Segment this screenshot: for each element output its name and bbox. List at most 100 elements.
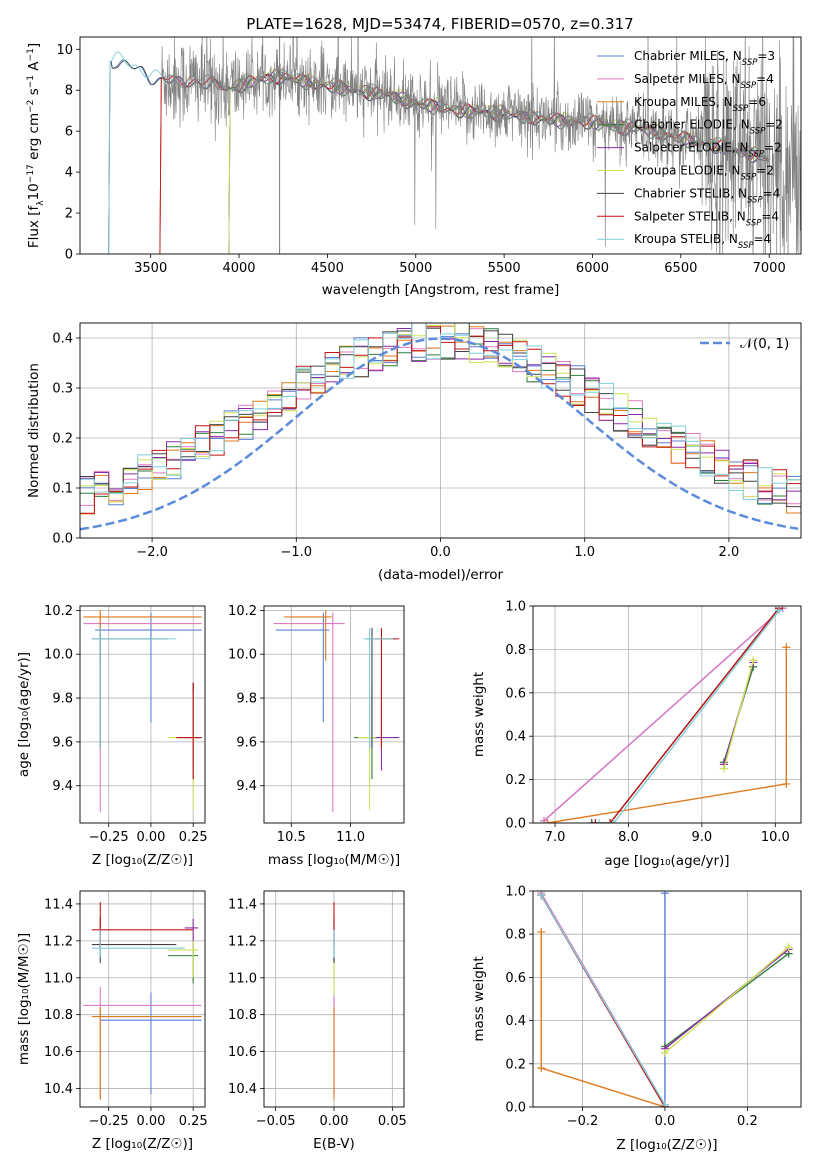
- y-label-part: −17: [26, 164, 36, 183]
- y-tick-label: 10.0: [228, 648, 257, 663]
- chart-mass-vs-Z: −0.25 0.00 0.25 10.4 10.6 10.8 11.0 11.2 11.4 Z […: [16, 890, 208, 1152]
- weight-marker: [782, 779, 791, 788]
- legend-label: Salpeter MILES, NSSP=4: [634, 72, 774, 91]
- legend-subscript: SSP: [742, 58, 758, 68]
- weight-line-kroupa-stelib: [540, 894, 666, 1106]
- mass-vs-Z-plot-area: [83, 902, 202, 1100]
- x-tick-label: 5000: [399, 261, 432, 276]
- weight-line-salpeter-miles: [543, 607, 784, 822]
- weight-marker: [537, 928, 546, 937]
- weight-marker: [595, 819, 604, 823]
- histogram-kroupa-stelib: [80, 323, 801, 500]
- axes-frame: [263, 890, 405, 1108]
- x-tick-label: 0.25: [179, 1114, 208, 1129]
- x-tick-label: 1.0: [574, 545, 595, 560]
- figure-title: PLATE=1628, MJD=53474, FIBERID=0570, z=0…: [246, 15, 633, 33]
- y-tick-label: 0.0: [505, 1101, 526, 1116]
- chart-residuals: −2.0 −1.0 0.0 1.0 2.0 0.0 0.1 0.2 0.3 0.4 𝒩(0, 1) (…: [26, 322, 802, 583]
- legend-subscript: SSP: [750, 127, 766, 137]
- x-tick-label: −0.2: [567, 1114, 599, 1129]
- x-axis-label: Z [log₁₀(Z/Z☉)]: [92, 1136, 193, 1152]
- legend-label: Chabrier MILES, NSSP=3: [634, 49, 775, 68]
- y-tick-label: 0.2: [52, 432, 73, 447]
- x-tick-label: 8.0: [618, 830, 639, 845]
- weight-marker: [609, 819, 618, 823]
- y-tick-label: 10.0: [44, 648, 73, 663]
- observed-spectrum: [161, 37, 801, 254]
- weight-marker: [540, 816, 549, 823]
- y-tick-label: 9.4: [52, 779, 73, 794]
- y-tick-label: 0.4: [52, 332, 73, 347]
- y-tick-label: 11.4: [228, 897, 257, 912]
- y-label-part: λ: [36, 200, 46, 206]
- chart-age-vs-mass: 10.5 11.0 9.4 9.6 9.8 10.0 10.2 mass [log₁₀(M/M…: [228, 604, 405, 868]
- y-tick-label: 6: [65, 125, 73, 140]
- y-tick-label: 0.4: [505, 730, 526, 745]
- y-label-part: A: [26, 61, 42, 75]
- legend-nssp: =3: [757, 49, 775, 63]
- x-tick-label: 10.5: [277, 830, 306, 845]
- x-tick-label: −2.0: [136, 545, 168, 560]
- y-tick-label: 10.8: [228, 1008, 257, 1023]
- y-tick-label: 0.6: [505, 971, 526, 986]
- legend-nssp: =2: [764, 141, 782, 155]
- x-tick-label: 6000: [576, 261, 609, 276]
- weight-line-kroupa-miles: [540, 932, 666, 1107]
- x-tick-label: 0.0: [430, 545, 451, 560]
- y-axis-label: age [log₁₀(age/yr)]: [16, 652, 32, 777]
- weight-marker: [587, 819, 596, 823]
- y-tick-label: 1.0: [505, 600, 526, 615]
- y-tick-label: 11.2: [228, 934, 257, 949]
- legend-label: Kroupa MILES, NSSP=6: [634, 95, 766, 114]
- y-tick-label: 4: [65, 166, 73, 181]
- y-tick-label: 0.2: [505, 1057, 526, 1072]
- y-tick-label: 9.8: [236, 692, 257, 707]
- x-axis-label: Z [log₁₀(Z/Z☉)]: [92, 852, 193, 868]
- y-tick-label: 9.6: [52, 735, 73, 750]
- weight-vs-Z-plot-area: [537, 891, 793, 1107]
- legend-label: Salpeter STELIB, NSSP=4: [634, 209, 779, 228]
- y-label-part: s: [26, 88, 42, 99]
- axes-frame: [79, 890, 206, 1108]
- weight-marker: [749, 656, 758, 665]
- x-tick-label: 4000: [222, 261, 255, 276]
- legend-nssp: =2: [765, 118, 783, 132]
- model-spectrum-salpeter-stelib: [159, 73, 769, 254]
- x-tick-label: −0.05: [256, 1114, 296, 1129]
- x-tick-label: 0.2: [737, 1114, 758, 1129]
- y-tick-label: 10.2: [44, 604, 73, 619]
- y-tick-label: 0.1: [52, 482, 73, 497]
- y-tick-label: 9.4: [236, 779, 257, 794]
- legend-nssp: =6: [748, 95, 766, 109]
- axes-frame: [79, 322, 802, 539]
- weight-line-kroupa-elodie: [723, 660, 754, 769]
- weight-marker: [660, 1049, 669, 1057]
- legend-subscript: SSP: [733, 104, 749, 114]
- y-tick-label: 9.8: [52, 692, 73, 707]
- y-tick-label: 11.2: [44, 934, 73, 949]
- y-tick-label: 8: [65, 84, 73, 99]
- weight-marker: [591, 819, 600, 823]
- weight-marker: [660, 1100, 669, 1107]
- weight-marker: [537, 1064, 546, 1073]
- weight-vs-age-plot-area: [540, 606, 791, 823]
- legend-subscript: SSP: [738, 241, 754, 251]
- y-tick-label: 0.4: [505, 1014, 526, 1029]
- x-tick-label: 6500: [664, 261, 697, 276]
- legend-nssp: =4: [761, 209, 779, 223]
- legend-subscript: SSP: [747, 195, 763, 205]
- y-tick-label: 10.4: [44, 1082, 73, 1097]
- x-tick-label: 7000: [753, 261, 786, 276]
- x-tick-label: 4500: [311, 261, 344, 276]
- histogram-kroupa-elodie: [80, 323, 801, 503]
- y-tick-label: 0.6: [505, 686, 526, 701]
- spectrum-legend: Chabrier MILES, NSSP=3 Salpeter MILES, NS…: [597, 49, 783, 251]
- weight-marker: [784, 943, 793, 952]
- y-tick-label: 0.2: [505, 773, 526, 788]
- x-tick-label: 0.00: [136, 1114, 165, 1129]
- chart-age-vs-Z: −0.25 0.00 0.25 9.4 9.6 9.8 10.0 10.2 Z [log₁₀(Z…: [16, 604, 208, 868]
- y-tick-label: 0.0: [505, 817, 526, 832]
- x-axis-label: E(B-V): [313, 1136, 355, 1152]
- y-tick-label: 10.8: [44, 1008, 73, 1023]
- y-label-part: −1: [26, 75, 36, 88]
